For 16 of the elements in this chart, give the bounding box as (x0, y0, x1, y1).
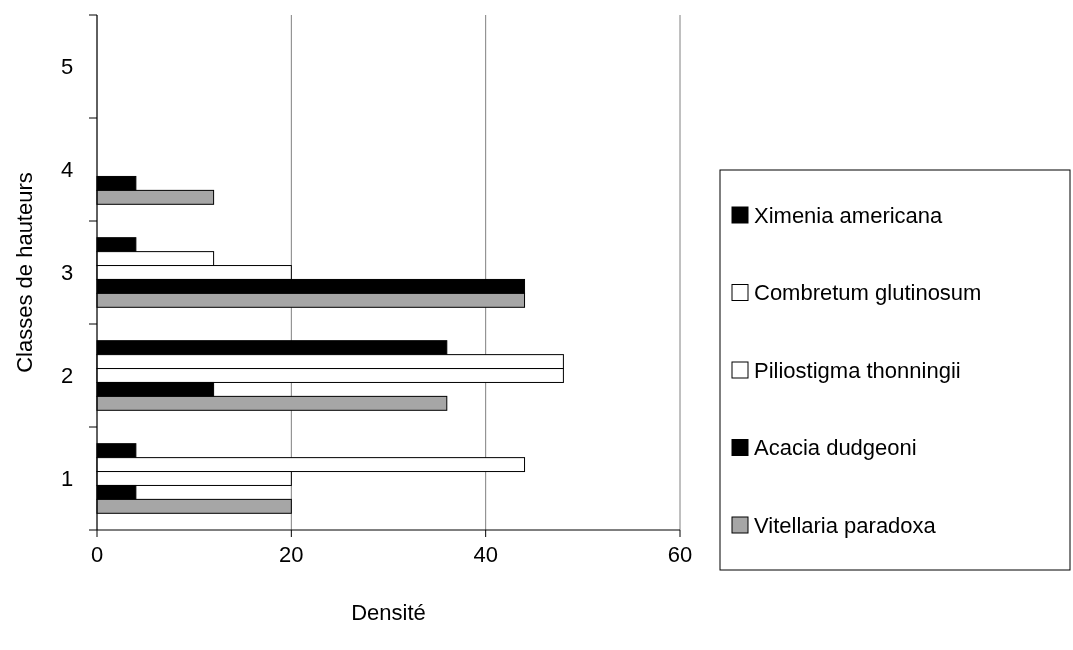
legend-label: Acacia dudgeoni (754, 435, 917, 460)
legend-label: Vitellaria paradoxa (754, 512, 937, 538)
y-tick-label: 5 (60, 54, 74, 79)
x-tick-label: 40 (473, 542, 498, 567)
x-axis-title: Densité (351, 600, 426, 625)
legend-label: Combretum glutinosum (754, 280, 982, 305)
x-tick-label: 20 (279, 542, 304, 567)
y-axis-title: Classes de hauteurs (12, 172, 37, 373)
x-tick-label: 0 (90, 542, 104, 567)
legend-label: Piliostigma thonningii (754, 357, 961, 383)
y-tick-label: 2 (60, 363, 74, 388)
y-tick-label: 4 (60, 157, 74, 182)
x-tick-label: 60 (667, 542, 693, 567)
y-tick-label: 1 (60, 466, 74, 491)
y-tick-label: 3 (60, 260, 74, 285)
legend-label: Ximenia americana (754, 202, 944, 228)
